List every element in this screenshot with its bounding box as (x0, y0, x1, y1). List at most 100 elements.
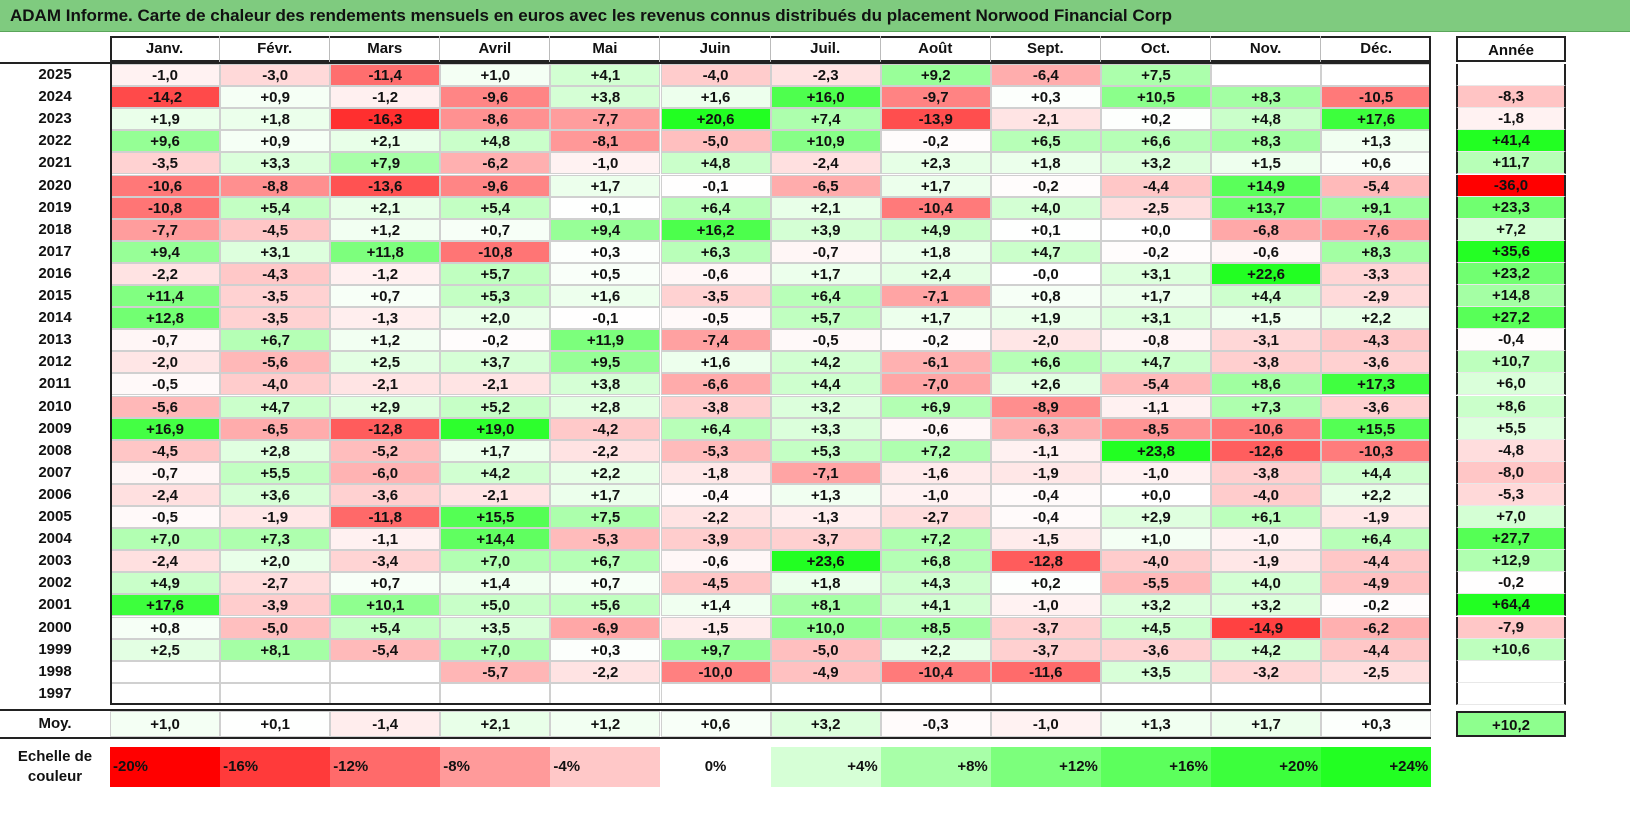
annual-cell (1456, 682, 1566, 705)
heatmap-cell: +4,7 (990, 240, 1101, 263)
heatmap-cell: -11,6 (990, 660, 1101, 683)
heatmap-cell: +3,5 (440, 616, 551, 639)
heatmap-cell: -1,3 (770, 506, 881, 529)
heatmap-cell: -5,0 (220, 616, 331, 639)
annual-cell: -7,9 (1456, 616, 1566, 639)
heatmap-cell: +4,8 (1211, 108, 1322, 131)
heatmap-cell: +3,6 (220, 483, 331, 506)
heatmap-cell: +8,6 (1211, 373, 1322, 396)
heatmap-cell: +1,4 (440, 572, 551, 595)
row-year-label: 2013 (38, 331, 72, 349)
heatmap-cell: -0,2 (880, 329, 991, 352)
heatmap-cell: -11,4 (330, 64, 441, 87)
heatmap-cell: +4,2 (1211, 638, 1322, 661)
heatmap-cell: +7,0 (440, 638, 551, 661)
heatmap-cell: +0,8 (990, 285, 1101, 308)
heatmap-cell: +7,4 (770, 108, 881, 131)
heatmap-cell: +1,7 (1100, 285, 1211, 308)
heatmap-cell: +5,7 (440, 262, 551, 285)
heatmap-cell: +0,2 (1100, 108, 1211, 131)
heatmap-cell: +1,8 (880, 240, 991, 263)
heatmap-cell: -3,8 (1211, 351, 1322, 374)
heatmap-cell: -3,5 (220, 307, 331, 330)
heatmap-cell: +9,4 (110, 240, 221, 263)
heatmap-cell: -10,5 (1321, 86, 1432, 109)
heatmap-cell: -0,1 (660, 174, 771, 197)
row-year-label: 2010 (38, 397, 72, 415)
annual-cell: +14,8 (1456, 285, 1566, 308)
heatmap-cell: +23,8 (1100, 439, 1211, 462)
heatmap-cell: -4,0 (660, 64, 771, 87)
heatmap-cell: +16,2 (660, 218, 771, 241)
heatmap-cell: +1,3 (770, 483, 881, 506)
average-cell: +1,7 (1211, 710, 1322, 737)
heatmap-cell: -6,5 (770, 174, 881, 197)
heatmap-cell: +16,0 (770, 86, 881, 109)
heatmap-cell: -4,9 (1321, 572, 1432, 595)
heatmap-cell: +3,3 (770, 417, 881, 440)
heatmap-cell: +0,1 (990, 218, 1101, 241)
heatmap-cell (660, 682, 771, 705)
heatmap-cell: -3,7 (990, 638, 1101, 661)
heatmap-cell: +14,4 (440, 528, 551, 551)
column-header: Oct. (1101, 36, 1211, 62)
heatmap-cell: +8,1 (770, 594, 881, 617)
annual-cell: +8,6 (1456, 395, 1566, 418)
heatmap-cell: -6,4 (990, 64, 1101, 87)
annual-cell: +35,6 (1456, 240, 1566, 263)
heatmap-cell: -7,6 (1321, 218, 1432, 241)
heatmap-cell: -2,2 (660, 506, 771, 529)
heatmap-cell: +3,9 (770, 218, 881, 241)
heatmap-cell: -3,8 (660, 395, 771, 418)
heatmap-cell: +1,7 (880, 307, 991, 330)
heatmap-cell: -4,2 (550, 417, 661, 440)
scale-swatch: -8% (440, 746, 551, 787)
column-header: Mai (550, 36, 661, 62)
heatmap-cell: +3,8 (550, 86, 661, 109)
heatmap-cell: -3,0 (220, 64, 331, 87)
heatmap-cell: +3,7 (440, 351, 551, 374)
row-year-label: 2001 (38, 596, 72, 614)
heatmap-cell: -2,5 (1100, 196, 1211, 219)
heatmap-cell: -10,4 (880, 196, 991, 219)
heatmap-cell: +0,0 (1100, 218, 1211, 241)
heatmap-cell: -5,6 (220, 351, 331, 374)
heatmap-cell: -5,6 (110, 395, 221, 418)
heatmap-cell: -4,3 (220, 262, 331, 285)
heatmap-cell: -16,3 (330, 108, 441, 131)
column-header: Sept. (991, 36, 1101, 62)
heatmap-cell: +6,6 (1100, 130, 1211, 153)
heatmap-cell: -4,5 (660, 572, 771, 595)
heatmap-cell: -0,6 (660, 262, 771, 285)
heatmap-cell: -1,5 (990, 528, 1101, 551)
heatmap-cell: -3,5 (110, 152, 221, 175)
heatmap-cell: +5,3 (440, 285, 551, 308)
heatmap-cell: +1,9 (110, 108, 221, 131)
row-year-label: 2012 (38, 353, 72, 371)
average-cell: -1,4 (330, 710, 441, 737)
heatmap-cell: -1,1 (990, 439, 1101, 462)
heatmap-cell: -2,5 (1321, 660, 1432, 683)
heatmap-cell: +1,0 (1100, 528, 1211, 551)
average-cell: +1,3 (1100, 710, 1211, 737)
chart-title: ADAM Informe. Carte de chaleur des rende… (0, 0, 1630, 32)
heatmap-cell: +8,3 (1211, 130, 1322, 153)
heatmap-cell: +1,6 (550, 285, 661, 308)
average-cell: +2,1 (440, 710, 551, 737)
heatmap-cell: +10,5 (1100, 86, 1211, 109)
column-header: Févr. (220, 36, 331, 62)
heatmap-cell: -1,2 (330, 86, 441, 109)
heatmap-cell: -1,9 (990, 461, 1101, 484)
heatmap-cell: -13,9 (880, 108, 991, 131)
heatmap-cell: +1,6 (660, 86, 771, 109)
scale-swatch: +24% (1321, 746, 1432, 787)
heatmap-cell: -2,4 (110, 483, 221, 506)
heatmap-cell (1211, 682, 1322, 705)
heatmap-cell: +3,3 (220, 152, 331, 175)
column-header: Nov. (1211, 36, 1322, 62)
heatmap-cell: +22,6 (1211, 262, 1322, 285)
heatmap-cell: +1,4 (660, 594, 771, 617)
heatmap-cell: -8,1 (550, 130, 661, 153)
row-year-label: 2002 (38, 574, 72, 592)
heatmap-cell: -0,2 (1100, 240, 1211, 263)
